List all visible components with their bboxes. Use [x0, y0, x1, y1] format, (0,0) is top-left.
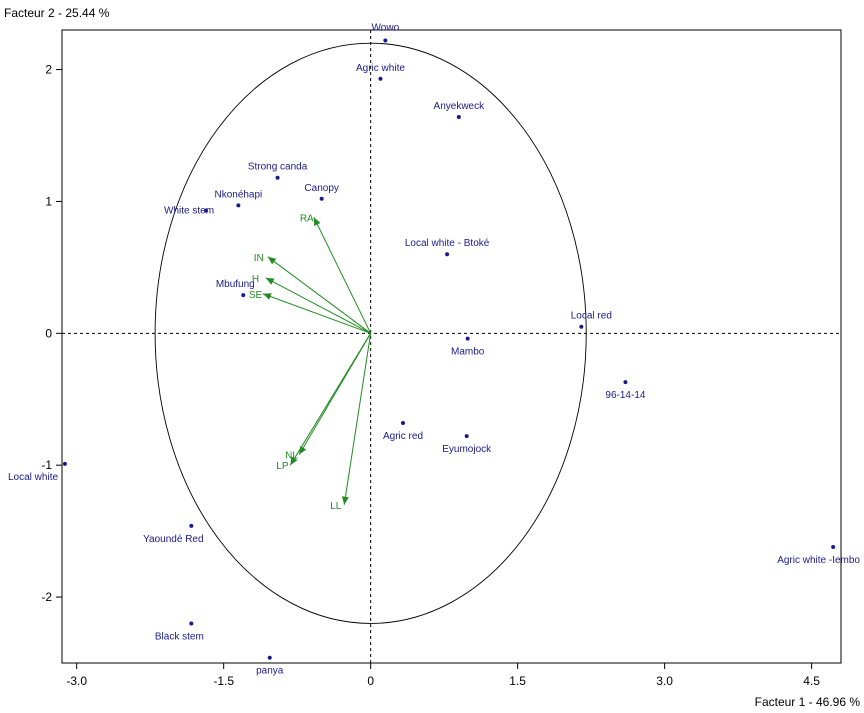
data-point	[831, 544, 836, 549]
vector-label: H	[252, 274, 259, 285]
point-label: Nkonéhapi	[214, 189, 262, 200]
vector-arrow	[265, 277, 371, 334]
point-label: Local red	[571, 311, 612, 322]
point-label: Eyumojock	[442, 444, 492, 455]
x-tick-label: 3.0	[656, 674, 673, 688]
x-tick-label: 1.5	[509, 674, 526, 688]
y-tick-label: 1	[45, 194, 52, 208]
vector-arrow	[262, 293, 371, 334]
vector-label: LP	[276, 461, 289, 472]
data-point	[623, 380, 628, 385]
vector-arrowhead	[267, 256, 277, 265]
data-point	[465, 336, 470, 341]
vector-arrow	[343, 333, 372, 505]
vector-arrowhead	[313, 217, 321, 226]
vector-label: NL	[285, 451, 298, 462]
vector-arrow	[267, 256, 371, 334]
point-label: Agric white -Iembo	[777, 555, 860, 566]
point-label: Agric red	[383, 431, 423, 442]
data-point	[445, 252, 450, 257]
data-point	[62, 461, 67, 466]
point-label: Mbufung	[216, 279, 255, 290]
y-tick-label: -2	[41, 590, 52, 604]
data-point	[241, 293, 246, 298]
data-point	[378, 76, 383, 81]
data-point	[400, 420, 405, 425]
point-label: Black stem	[155, 631, 204, 642]
point-label: Yaoundé Red	[143, 534, 203, 545]
vector-arrowhead	[299, 445, 307, 455]
x-tick-label: 4.5	[803, 674, 820, 688]
point-label: Mambo	[451, 347, 485, 358]
point-label: White stem	[164, 206, 214, 217]
point-label: Local white	[8, 472, 58, 483]
vector-label: SE	[249, 290, 263, 301]
plot-frame	[61, 29, 842, 664]
y-tick-label: 2	[45, 63, 52, 77]
x-axis-label: Facteur 1 - 46.96 %	[754, 695, 860, 709]
data-point	[319, 196, 324, 201]
point-label: 96-14-14	[605, 390, 645, 401]
point-label: Local white - Btoké	[405, 238, 490, 249]
data-point	[189, 523, 194, 528]
data-point	[236, 203, 241, 208]
data-point	[579, 324, 584, 329]
point-label: Anyekweck	[434, 101, 486, 112]
data-point	[383, 38, 388, 43]
vector-arrow	[313, 217, 372, 334]
y-tick-label: -1	[41, 458, 52, 472]
point-label: Agric white	[356, 63, 405, 74]
x-tick-label: -3.0	[66, 674, 87, 688]
x-tick-label: 0	[367, 674, 374, 688]
vector-arrowhead	[262, 293, 272, 300]
y-tick-label: 0	[45, 326, 52, 340]
point-label: Strong canda	[248, 162, 308, 173]
data-point	[456, 115, 461, 120]
data-point	[275, 175, 280, 180]
vector-label: RA	[300, 213, 314, 224]
data-point	[204, 208, 209, 213]
vector-label: LL	[330, 501, 342, 512]
x-tick-label: -1.5	[213, 674, 234, 688]
vector-arrowhead	[290, 456, 298, 466]
vector-arrowhead	[265, 277, 275, 285]
point-label: Canopy	[304, 183, 338, 194]
y-axis-label: Facteur 2 - 25.44 %	[4, 6, 110, 20]
vector-arrow	[289, 333, 372, 466]
data-point	[464, 434, 469, 439]
point-label: panya	[256, 666, 284, 677]
vector-arrowhead	[341, 496, 349, 505]
data-point	[267, 655, 272, 660]
vector-label: IN	[254, 253, 264, 264]
point-label: Wowo	[372, 23, 400, 34]
data-point	[189, 621, 194, 626]
